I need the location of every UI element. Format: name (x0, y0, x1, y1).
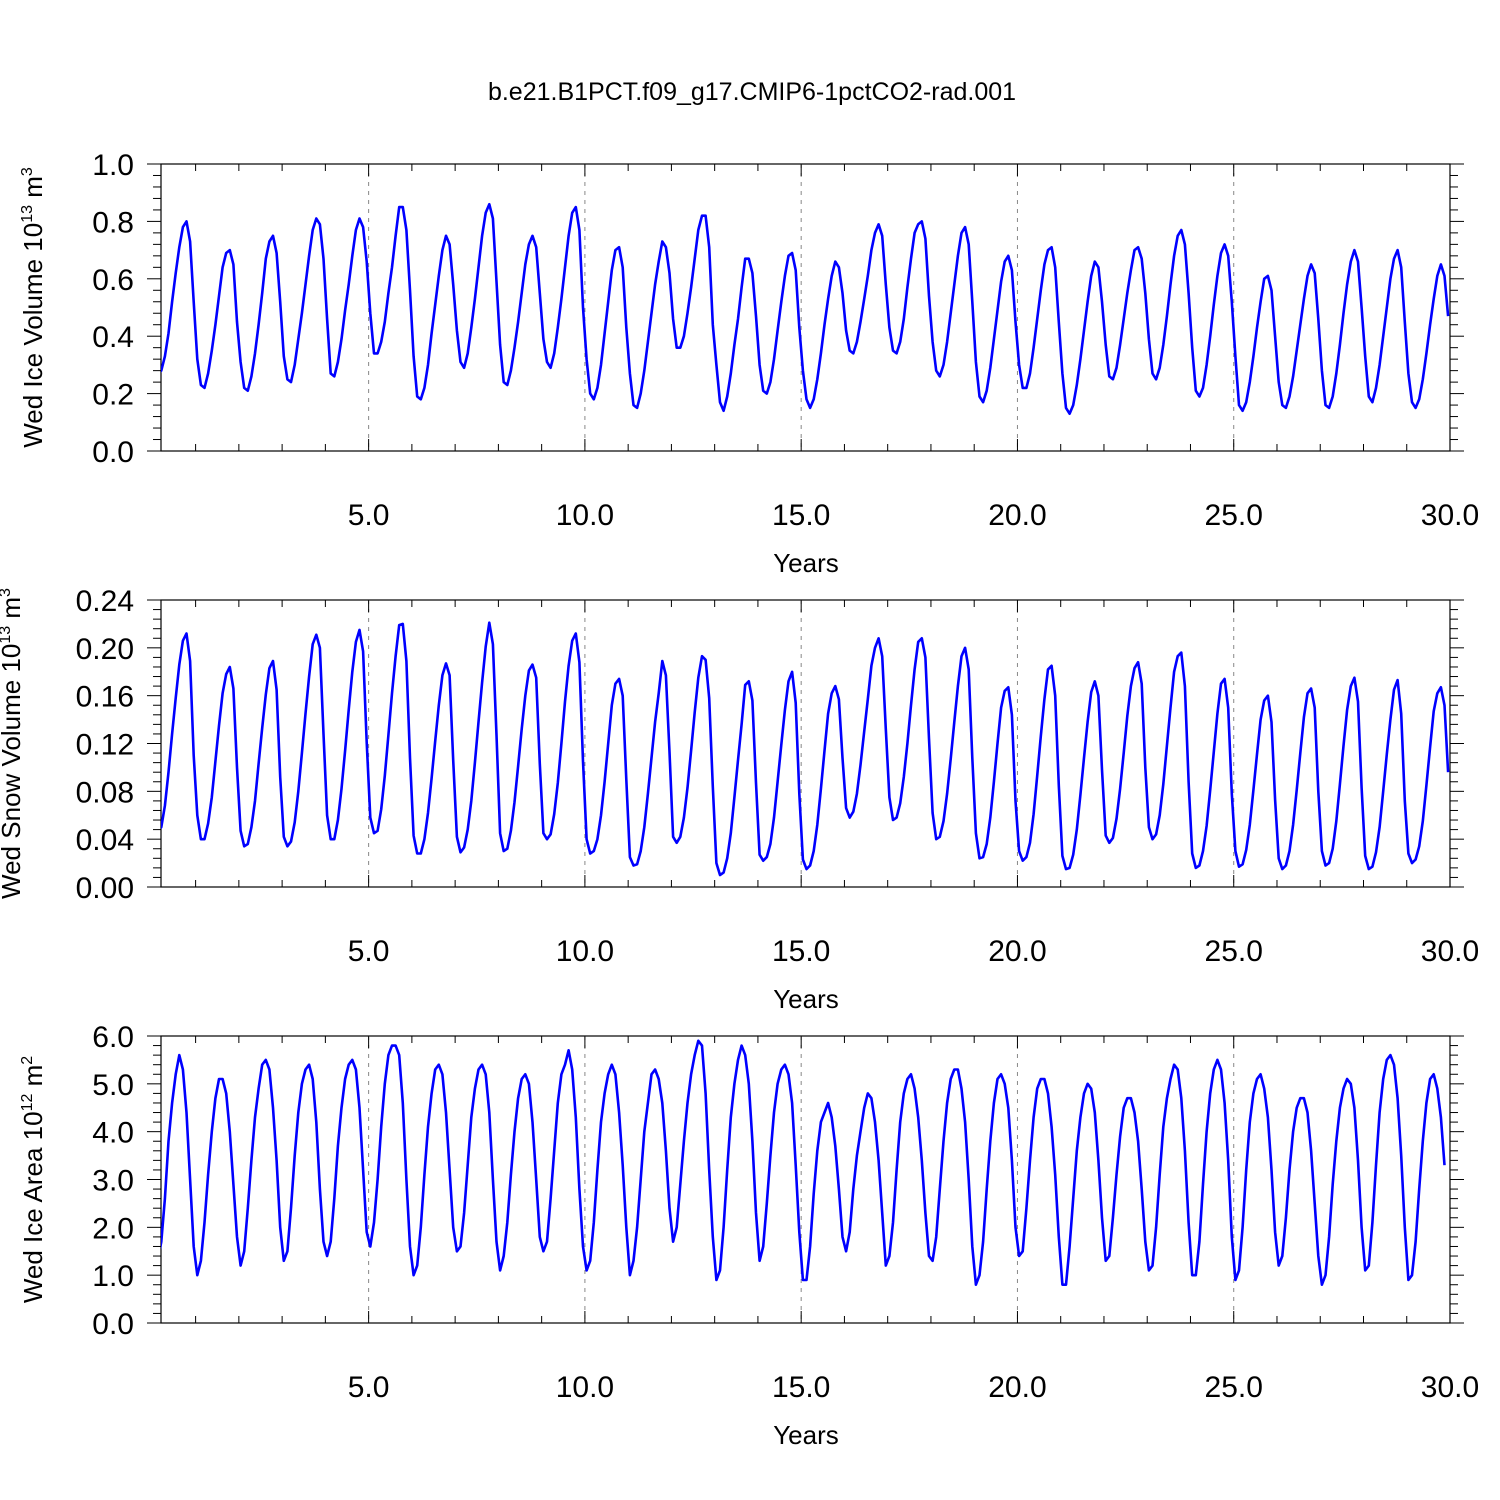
ice-volume-frame (160, 163, 1451, 452)
y-tick-label: 0.04 (76, 824, 134, 857)
y-axis-label: Wed Ice Volume 1013 m3 (18, 167, 48, 448)
y-axis-label-part: 2 (19, 1056, 36, 1065)
y-axis-label-part: m (18, 176, 48, 205)
x-axis-label: Years (773, 984, 839, 1014)
y-tick-label: 0.16 (76, 681, 134, 714)
ice-volume-panel: 5.0 10.0 15.0 20.0 25.0 30.0 Years 0.0 0.2 0.4 0.6… (18, 149, 1479, 578)
snow-volume-panel: 5.0 10.0 15.0 20.0 25.0 30.0 Years 0.00 0.04 0.08… (0, 585, 1479, 1014)
y-axis-label: Wed Ice Area 1012 m2 (18, 1056, 48, 1303)
x-tick-label: 5.0 (348, 1371, 390, 1404)
y-axis-label: Wed Snow Volume 1013 m3 (0, 588, 26, 899)
ice-area-series-line (161, 1039, 1446, 1286)
x-tick-label: 30.0 (1421, 1371, 1479, 1404)
y-axis-label-part: 13 (19, 205, 36, 223)
ice-area-panel: 5.0 10.0 15.0 20.0 25.0 30.0Years0.01.02.03.0… (18, 1021, 1479, 1450)
y-tick-label: 3.0 (92, 1165, 134, 1198)
x-tick-label: 30.0 (1421, 499, 1479, 532)
figure-title: b.e21.B1PCT.f09_g17.CMIP6-1pctCO2-rad.00… (488, 78, 1016, 106)
y-axis-label-part: m (0, 597, 26, 626)
y-tick-label: 0.8 (92, 206, 134, 239)
x-tick-label: 25.0 (1205, 499, 1263, 532)
snow-volume-series-line (161, 621, 1450, 877)
y-axis-label-part: Wed Ice Volume 10 (18, 223, 48, 448)
x-tick-label: 20.0 (988, 499, 1046, 532)
x-tick-label: 10.0 (556, 1371, 614, 1404)
y-tick-label: 1.0 (92, 149, 134, 182)
x-tick-label: 5.0 (348, 499, 390, 532)
y-tick-label: 4.0 (92, 1117, 134, 1150)
x-tick-label: 15.0 (772, 1371, 830, 1404)
y-tick-label: 6.0 (92, 1021, 134, 1054)
y-axis-label-part: 3 (19, 167, 36, 176)
panels: 5.0 10.0 15.0 20.0 25.0 30.0Years0.00.20.40.6… (0, 149, 1479, 1450)
y-tick-label: 0.0 (92, 436, 134, 469)
y-tick-label: 0.0 (92, 1308, 134, 1341)
x-axis-label: Years (773, 548, 839, 578)
x-tick-label: 10.0 (556, 499, 614, 532)
y-tick-label: 0.12 (76, 729, 134, 762)
y-axis-label-part: 13 (0, 626, 14, 644)
y-axis-label-part: Wed Snow Volume 10 (0, 644, 26, 899)
x-tick-label: 10.0 (556, 935, 614, 968)
x-axis-label: Years (773, 1420, 839, 1450)
y-tick-label: 0.08 (76, 776, 134, 809)
y-tick-label: 0.20 (76, 633, 134, 666)
y-axis-label-part: 3 (0, 588, 14, 597)
x-tick-label: 5.0 (348, 935, 390, 968)
snow-volume-frame (160, 599, 1451, 888)
x-tick-label: 25.0 (1205, 1371, 1263, 1404)
x-tick-label: 30.0 (1421, 935, 1479, 968)
y-axis-label-part: m (18, 1065, 48, 1094)
y-tick-label: 5.0 (92, 1069, 134, 1102)
y-axis-label-part: 12 (19, 1094, 36, 1112)
y-tick-label: 1.0 (92, 1260, 134, 1293)
y-tick-label: 0.00 (76, 872, 134, 905)
y-tick-label: 0.24 (76, 585, 134, 618)
x-tick-label: 15.0 (772, 935, 830, 968)
y-tick-label: 0.6 (92, 264, 134, 297)
y-axis-label-part: Wed Ice Area 10 (18, 1111, 48, 1303)
y-tick-label: 2.0 (92, 1212, 134, 1245)
ice-volume-series-line (161, 202, 1450, 416)
x-tick-label: 15.0 (772, 499, 830, 532)
y-tick-label: 0.2 (92, 379, 134, 412)
y-tick-label: 0.4 (92, 321, 134, 354)
x-tick-label: 20.0 (988, 1371, 1046, 1404)
x-tick-label: 25.0 (1205, 935, 1263, 968)
x-tick-label: 20.0 (988, 935, 1046, 968)
